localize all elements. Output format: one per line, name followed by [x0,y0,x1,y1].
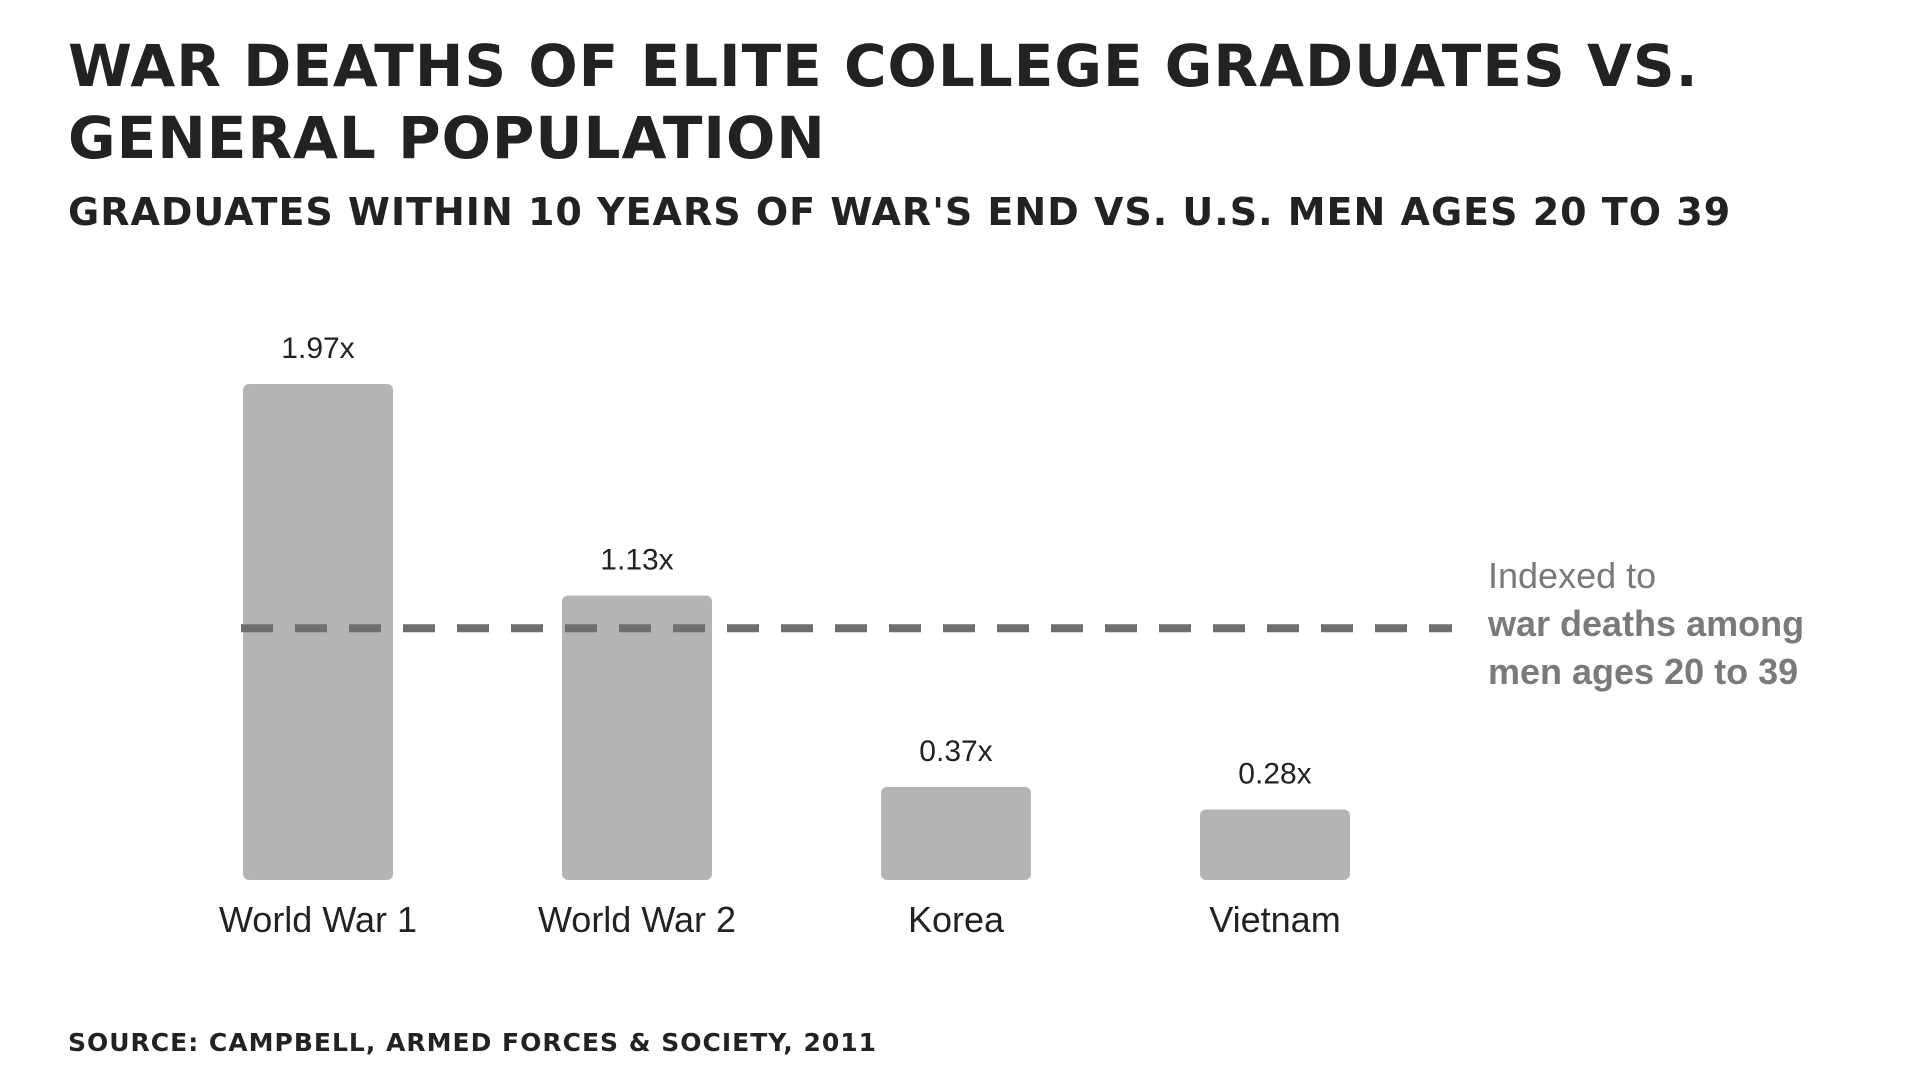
category-label: Vietnam [1209,899,1340,940]
reference-note-line-3: men ages 20 to 39 [1488,651,1799,692]
labels-layer: 1.97x World War 1 1.13x World War 2 0.37x Kor… [219,332,1341,940]
data-label: 1.97x [281,332,354,365]
bar-world-war-2 [562,595,712,880]
category-label: World War 1 [219,899,417,940]
reference-line-note: Indexed to war deaths among men ages 20 … [1488,552,1908,696]
chart-title: WAR DEATHS OF ELITE COLLEGE GRADUATES VS… [68,32,1699,172]
bar-korea [881,786,1031,880]
chart-subtitle: GRADUATES WITHIN 10 YEARS OF WAR'S END V… [68,190,1732,234]
reference-note-line-1: Indexed to [1488,555,1657,596]
data-label: 0.37x [919,735,992,768]
source-note: SOURCE: CAMPBELL, ARMED FORCES & SOCIETY… [68,1028,878,1057]
data-label: 0.28x [1238,758,1311,791]
reference-note-line-2: war deaths among [1488,603,1805,644]
data-label: 1.13x [600,543,673,576]
bar-vietnam [1200,809,1350,880]
category-label: Korea [908,899,1005,940]
category-label: World War 2 [538,899,736,940]
bar-chart: 1.97x World War 1 1.13x World War 2 0.37x Kor… [219,332,1452,940]
